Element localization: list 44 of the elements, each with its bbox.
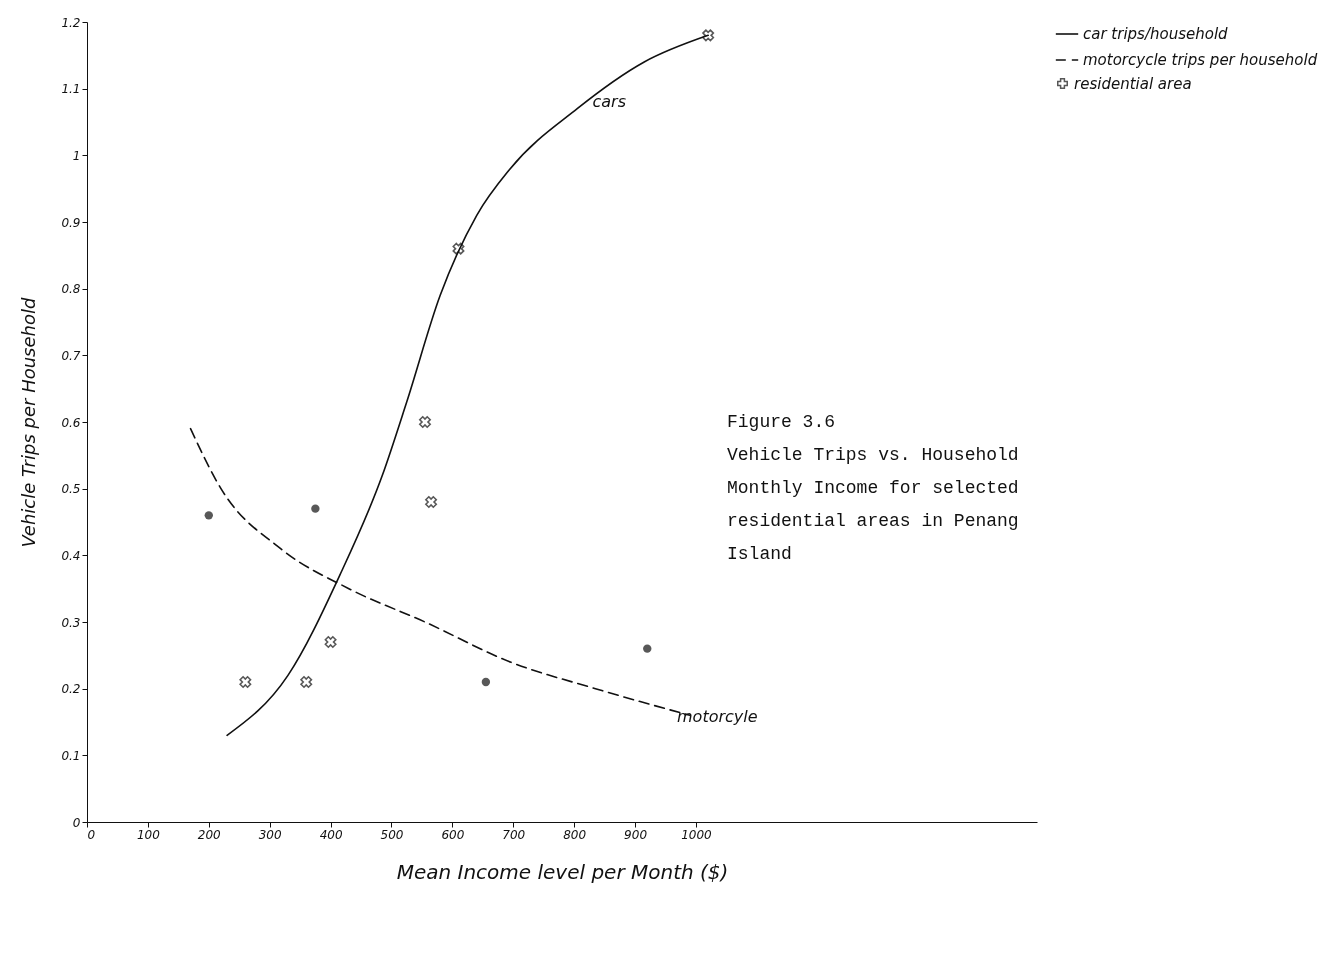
x-tick-label: 900 — [624, 827, 648, 842]
point — [481, 677, 491, 687]
point — [204, 511, 213, 520]
y-axis-title: Vehicle Trips per Household — [18, 297, 40, 548]
legend-label: car trips/household — [1083, 25, 1229, 43]
x-tick-label: 100 — [136, 827, 161, 842]
annotation: cars — [592, 92, 626, 111]
y-tick-label: 0.8 — [61, 282, 81, 297]
point — [239, 676, 252, 688]
y-tick-label: 1.1 — [61, 82, 81, 97]
y-tick-label: 0.2 — [61, 682, 81, 697]
annotation: motorcyle — [677, 707, 758, 726]
point — [311, 504, 320, 513]
y-tick-label: 0 — [72, 815, 81, 830]
point — [702, 29, 715, 42]
point — [425, 496, 438, 508]
y-tick-label: 0.4 — [61, 548, 81, 563]
point — [452, 242, 465, 255]
legend-label: motorcycle trips per household — [1083, 51, 1318, 69]
x-tick-label: 200 — [197, 827, 222, 842]
x-tick-label: 700 — [502, 827, 526, 842]
y-tick-label: 0.9 — [61, 215, 81, 230]
x-tick-label: 500 — [380, 827, 404, 842]
y-tick-label: 0.1 — [61, 748, 81, 763]
x-tick-label: 1000 — [681, 827, 713, 842]
x-tick-label: 600 — [441, 827, 465, 842]
y-tick-label: 0.7 — [61, 348, 81, 363]
x-tick-label: 0 — [87, 827, 96, 842]
y-tick-label: 0.5 — [61, 482, 81, 497]
legend-label: residential area — [1074, 74, 1192, 93]
y-tick-label: 0.3 — [61, 615, 81, 630]
y-tick-label: 1 — [72, 148, 81, 163]
y-tick-label: 1.2 — [61, 15, 81, 30]
y-tick-label: 0.6 — [61, 415, 81, 430]
x-axis-title: Mean Income level per Month ($) — [396, 859, 729, 884]
x-tick-label: 800 — [563, 827, 587, 842]
point — [300, 676, 313, 688]
point — [643, 644, 652, 653]
x-tick-label: 300 — [258, 827, 283, 842]
x-tick-label: 400 — [319, 827, 343, 842]
text: Figure 3.6 — [727, 412, 836, 432]
point — [324, 636, 337, 648]
text: Vehicle Trips vs. Household Monthly Income for selected residential areas in Penang Island — [727, 445, 1019, 564]
point — [418, 416, 431, 428]
